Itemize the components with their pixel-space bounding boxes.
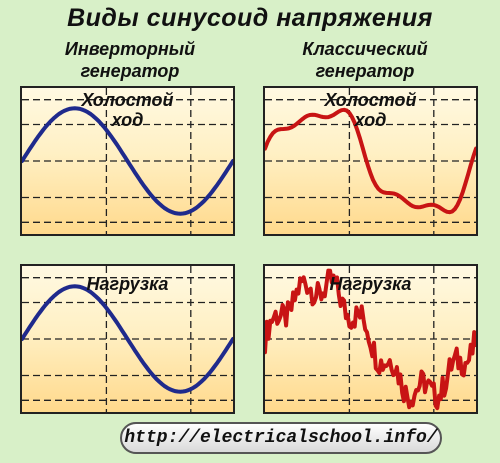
panel-label: Нагрузка: [22, 274, 233, 294]
panel-label-line: Нагрузка: [86, 274, 169, 294]
source-url-badge[interactable]: http://electricalschool.info/: [120, 422, 442, 454]
sine-wave-clean: [22, 106, 233, 216]
sine-wave-clean: [22, 284, 233, 394]
panel-label: Холостой ход: [265, 90, 476, 130]
panel-inverter-load: Нагрузка: [20, 264, 235, 414]
panel-label: Холостой ход: [22, 90, 233, 130]
waveform-plot: [22, 88, 233, 234]
page-title: Виды синусоид напряжения: [67, 4, 433, 32]
column-heading-line: Инверторный: [64, 39, 196, 59]
column-heading-line: генератор: [315, 61, 415, 81]
panel-inverter-idle: Холостой ход: [20, 86, 235, 236]
panel-label-line: Холостой: [324, 90, 417, 110]
column-heading-classic: Классический генератор: [265, 38, 465, 82]
waveform-plot: [265, 88, 476, 234]
column-heading-line: Классический: [302, 39, 428, 59]
panel-classic-idle: Холостой ход: [263, 86, 478, 236]
grid-lines: [265, 88, 476, 234]
sine-wave-distorted: [265, 107, 476, 215]
sine-wave-noisy: [265, 268, 476, 411]
panel-label-line: Нагрузка: [329, 274, 412, 294]
panel-label: Нагрузка: [265, 274, 476, 294]
column-heading-inverter: Инверторный генератор: [30, 38, 230, 82]
panel-label-line: ход: [111, 110, 144, 130]
column-heading-line: генератор: [80, 61, 180, 81]
panel-label-line: ход: [354, 110, 387, 130]
waveform-plot: [265, 266, 476, 412]
panel-classic-load: Нагрузка: [263, 264, 478, 414]
waveform-plot: [22, 266, 233, 412]
panel-label-line: Холостой: [81, 90, 174, 110]
